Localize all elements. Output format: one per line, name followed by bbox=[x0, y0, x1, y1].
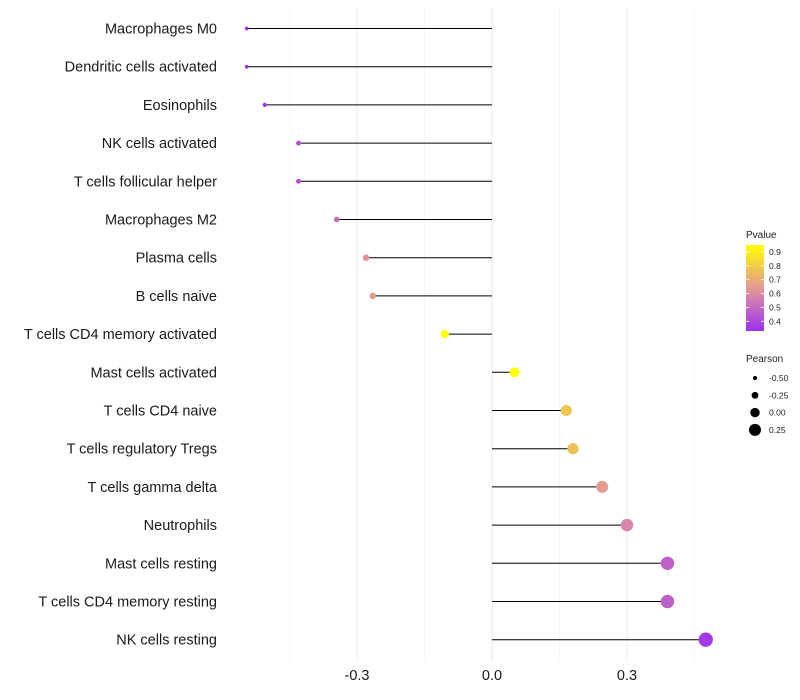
lollipop-point bbox=[596, 480, 609, 493]
stem-layer bbox=[246, 28, 706, 641]
y-axis-label: Dendritic cells activated bbox=[65, 60, 217, 76]
lollipop-point bbox=[362, 254, 370, 261]
y-axis-label: Macrophages M2 bbox=[105, 213, 217, 229]
legend-pearson-label: 0.00 bbox=[769, 408, 786, 418]
y-axis-label: Neutrophils bbox=[144, 518, 217, 534]
lollipop-point bbox=[660, 556, 675, 571]
grid-layer bbox=[289, 8, 695, 662]
lollipop-point bbox=[296, 178, 301, 184]
y-axis-label: NK cells resting bbox=[116, 633, 217, 649]
y-axis-label: T cells gamma delta bbox=[88, 480, 218, 496]
legend-pvalue: Pvalue 0.9 0.8 0.7 0.6 0.5 0.4 bbox=[746, 230, 781, 331]
y-axis-label: B cells naive bbox=[136, 289, 217, 305]
legend-pearson-key bbox=[751, 391, 759, 399]
x-tick-label: 0.0 bbox=[482, 668, 502, 684]
legend-pvalue-ticks: 0.9 0.8 0.7 0.6 0.5 0.4 bbox=[746, 247, 781, 326]
lollipop-point bbox=[262, 102, 267, 107]
legend-pearson: Pearson -0.50 -0.25 0.00 0.25 bbox=[746, 354, 789, 436]
y-axis-label: T cells CD4 memory resting bbox=[38, 595, 217, 611]
lollipop-point bbox=[369, 292, 377, 300]
lollipop-point bbox=[440, 329, 449, 339]
y-axis-labels: Macrophages M0 Dendritic cells activated E… bbox=[24, 22, 218, 649]
x-tick-label: -0.3 bbox=[345, 668, 370, 684]
legend-pvalue-tick-label: 0.6 bbox=[769, 289, 781, 299]
legend-pvalue-tick-label: 0.7 bbox=[769, 275, 781, 285]
y-axis-label: Plasma cells bbox=[136, 251, 217, 267]
lollipop-point bbox=[620, 518, 634, 532]
lollipop-point bbox=[296, 140, 301, 146]
lollipop-point bbox=[698, 632, 713, 647]
lollipop-point bbox=[509, 367, 520, 378]
legend-pearson-keys: -0.50 -0.25 0.00 0.25 bbox=[749, 373, 789, 436]
y-axis-label: T cells CD4 naive bbox=[104, 404, 217, 420]
y-axis-label: Mast cells resting bbox=[105, 556, 217, 572]
lollipop-point bbox=[567, 443, 579, 455]
y-axis-label: T cells regulatory Tregs bbox=[67, 442, 217, 458]
y-axis-label: NK cells activated bbox=[102, 136, 217, 152]
lollipop-point bbox=[560, 404, 572, 417]
legend-pvalue-tick-label: 0.9 bbox=[769, 247, 781, 257]
legend-pearson-label: 0.25 bbox=[769, 425, 786, 435]
x-axis-ticks: -0.3 0.0 0.3 bbox=[345, 668, 638, 684]
x-tick-label: 0.3 bbox=[617, 668, 637, 684]
dot-layer bbox=[244, 26, 713, 647]
legend-pearson-key bbox=[749, 423, 761, 436]
y-axis-label: Macrophages M0 bbox=[105, 22, 217, 38]
legend-pvalue-title: Pvalue bbox=[746, 230, 777, 241]
legend-pvalue-colorbar bbox=[746, 245, 764, 331]
legend-pvalue-tick-label: 0.4 bbox=[769, 316, 781, 326]
legend-pearson-key bbox=[750, 407, 760, 418]
y-axis-label: Mast cells activated bbox=[90, 365, 217, 381]
lollipop-point bbox=[333, 216, 340, 223]
lollipop-point bbox=[244, 26, 249, 31]
legend-pearson-label: -0.50 bbox=[769, 373, 789, 383]
legend-pearson-key bbox=[752, 375, 758, 381]
y-axis-label: T cells CD4 memory activated bbox=[24, 327, 217, 343]
legend-pvalue-tick-label: 0.8 bbox=[769, 261, 781, 271]
legend-pearson-title: Pearson bbox=[746, 354, 783, 365]
legend-pearson-label: -0.25 bbox=[769, 390, 789, 400]
lollipop-point bbox=[660, 594, 675, 609]
legend-pvalue-tick-label: 0.5 bbox=[769, 302, 781, 312]
y-axis-label: T cells follicular helper bbox=[74, 174, 217, 190]
y-axis-label: Eosinophils bbox=[143, 98, 217, 114]
lollipop-point bbox=[244, 64, 249, 69]
